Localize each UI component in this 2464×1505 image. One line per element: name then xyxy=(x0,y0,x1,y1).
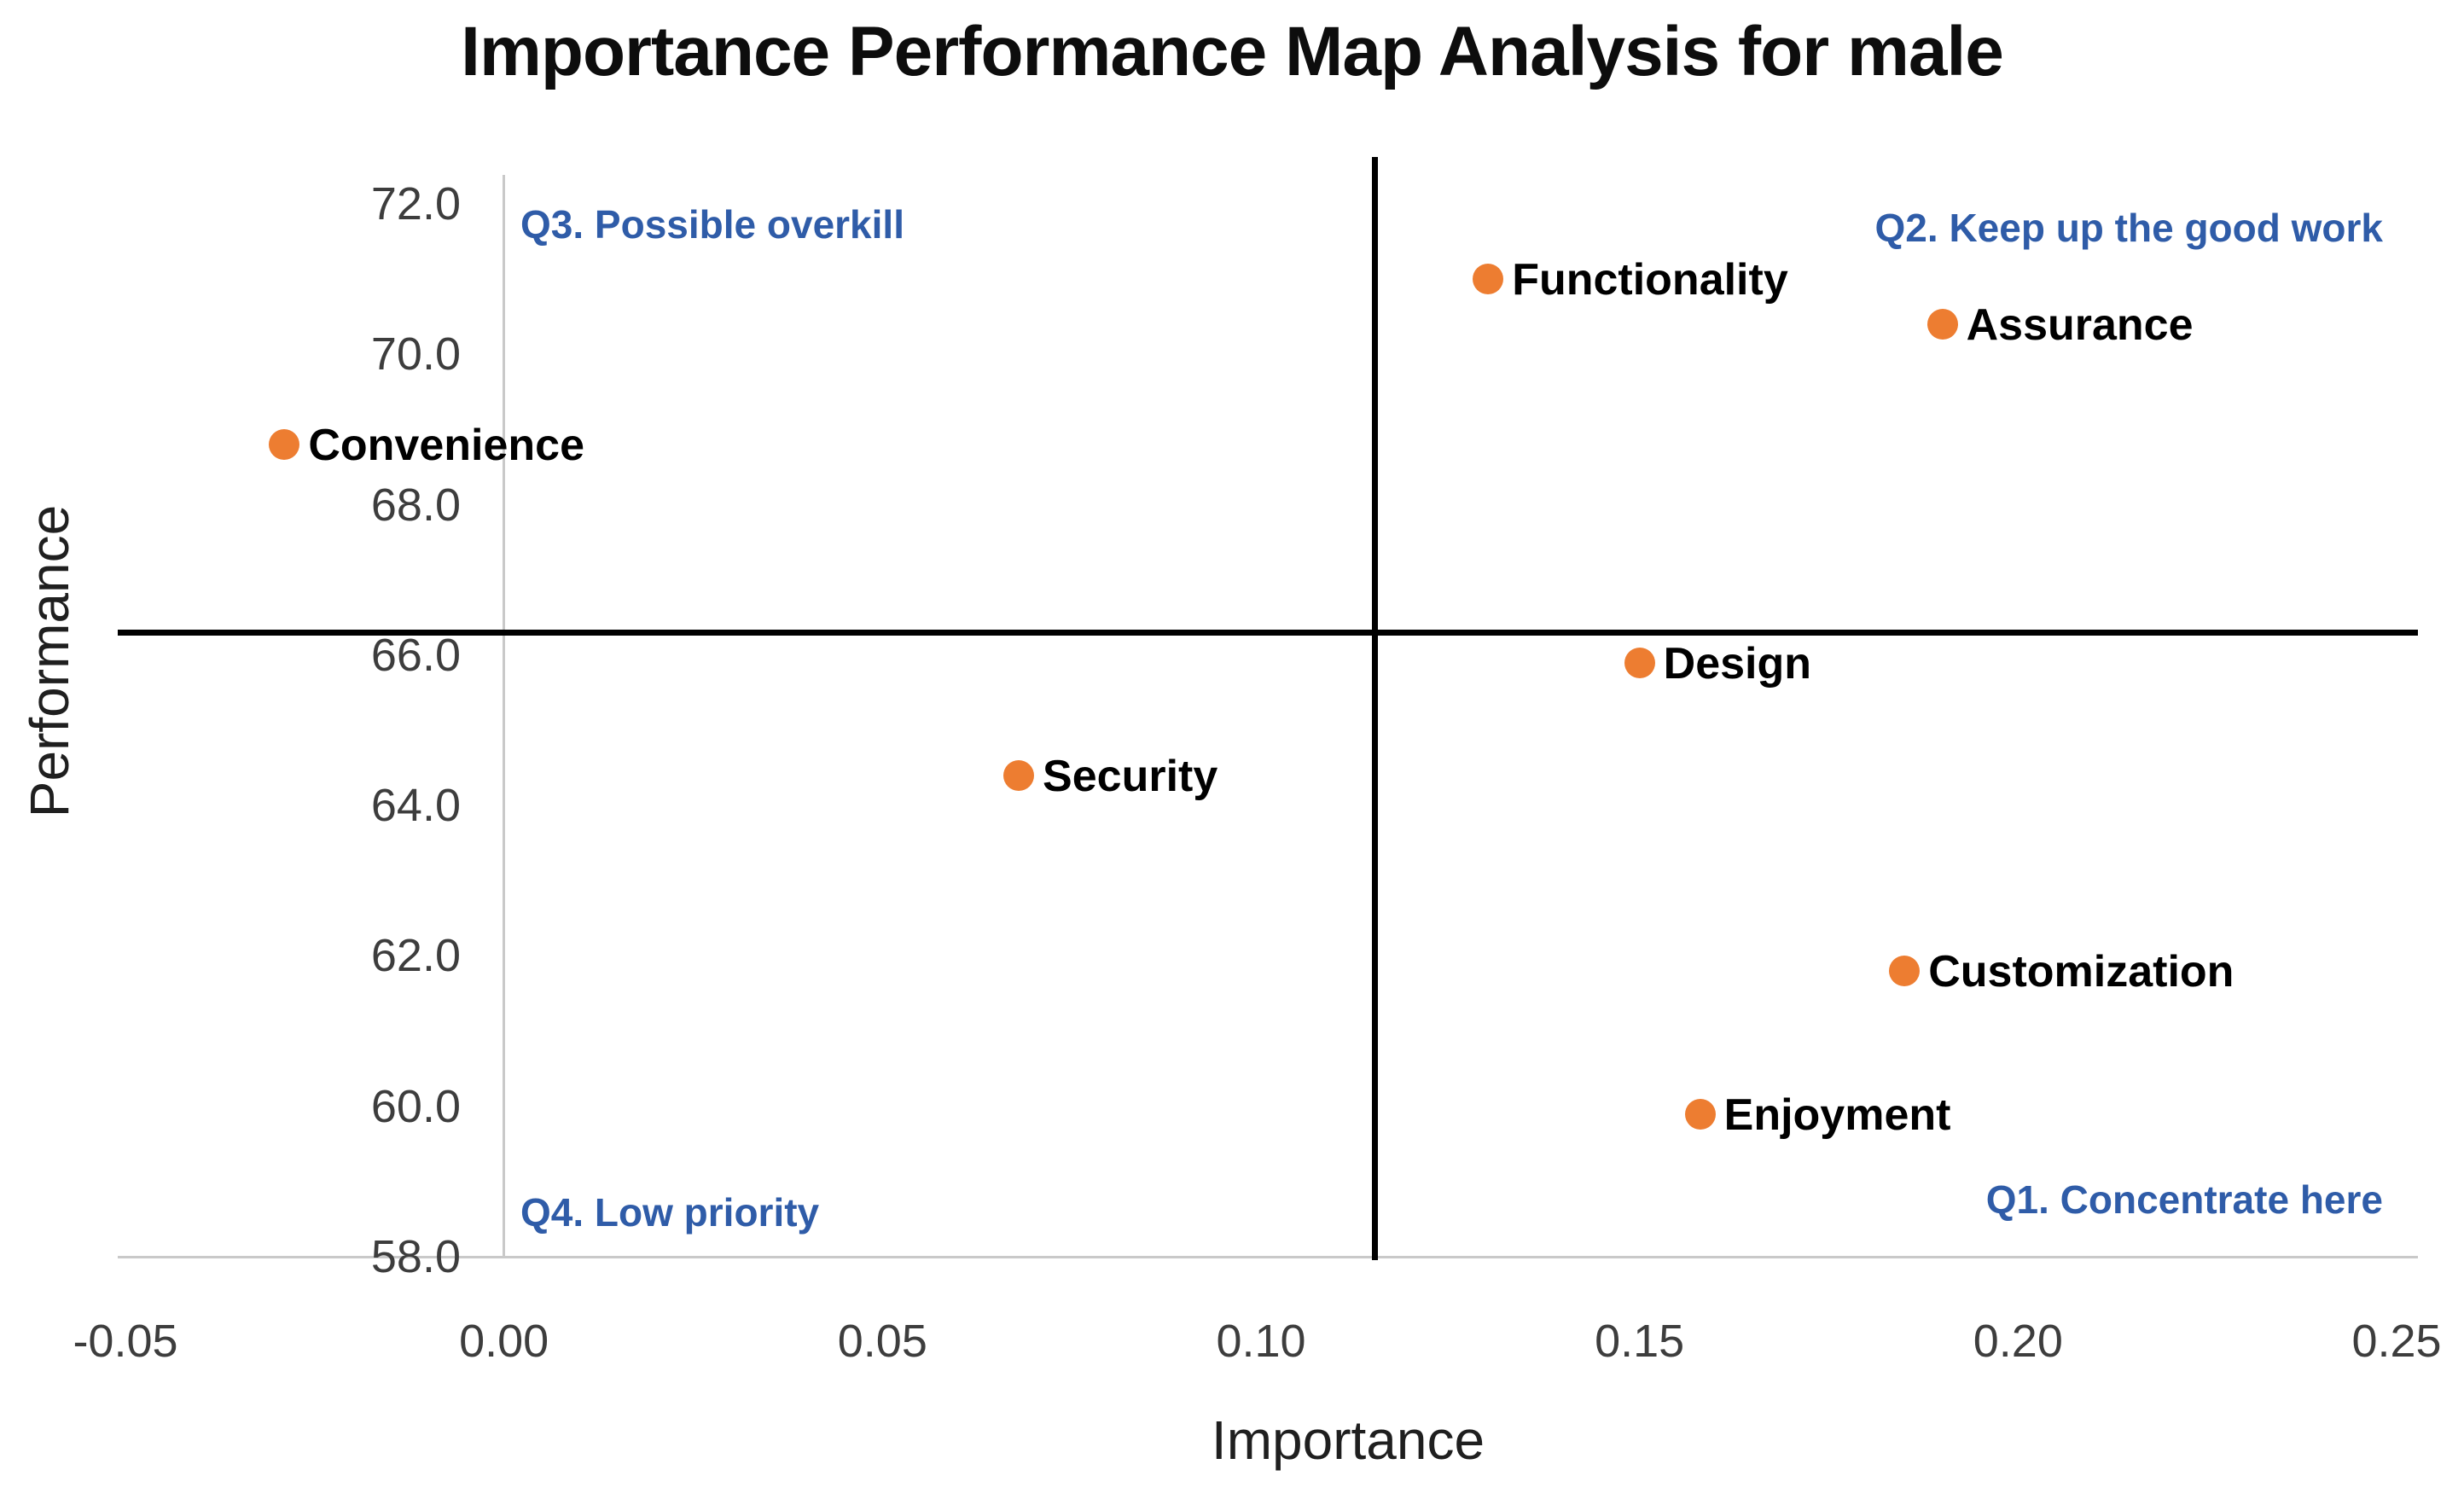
quadrant-label-q2: Q2. Keep up the good work xyxy=(1874,206,2383,250)
x-tick-label: 0.25 xyxy=(2351,1316,2442,1367)
y-axis-title: Performance xyxy=(19,504,80,818)
y-tick-label: 58.0 xyxy=(370,1231,461,1282)
x-tick-label: 0.15 xyxy=(1595,1316,1685,1367)
data-point-label-security: Security xyxy=(1043,751,1218,801)
mean-importance-line xyxy=(1371,157,1378,1260)
data-point-convenience xyxy=(269,429,300,461)
y-tick-label: 62.0 xyxy=(370,930,461,982)
data-point-enjoyment xyxy=(1684,1098,1716,1130)
data-point-label-assurance: Assurance xyxy=(1966,300,2194,351)
x-tick-label: -0.05 xyxy=(73,1316,178,1367)
x-axis-title: Importance xyxy=(1211,1409,1485,1471)
y-tick-label: 70.0 xyxy=(370,328,461,381)
mean-performance-line xyxy=(118,629,2418,636)
data-point-assurance xyxy=(1926,309,1958,340)
chart-title: Importance Performance Map Analysis for … xyxy=(461,13,2004,90)
data-point-functionality xyxy=(1473,264,1504,295)
quadrant-label-q1: Q1. Concentrate here xyxy=(1985,1177,2383,1222)
data-point-label-enjoyment: Enjoyment xyxy=(1723,1090,1951,1140)
x-tick-label: 0.20 xyxy=(1973,1316,2063,1367)
data-point-security xyxy=(1003,759,1035,791)
quadrant-label-q4: Q4. Low priority xyxy=(520,1190,820,1235)
data-point-label-design: Design xyxy=(1663,638,1812,689)
x-tick-label: 0.05 xyxy=(837,1316,927,1367)
y-tick-label: 68.0 xyxy=(370,479,461,531)
data-point-label-convenience: Convenience xyxy=(308,421,584,471)
y-tick-label: 66.0 xyxy=(370,629,461,681)
x-tick-label: 0.00 xyxy=(459,1316,549,1367)
y-tick-label: 64.0 xyxy=(370,780,461,832)
quadrant-label-q3: Q3. Possible overkill xyxy=(520,202,904,247)
data-point-label-customization: Customization xyxy=(1928,947,2234,997)
x-tick-label: 0.10 xyxy=(1216,1316,1306,1367)
x-axis-line xyxy=(118,1255,2418,1258)
y-axis-line xyxy=(503,175,506,1257)
data-point-design xyxy=(1624,647,1655,678)
data-point-customization xyxy=(1889,956,1921,987)
y-tick-label: 72.0 xyxy=(370,178,461,230)
data-point-label-functionality: Functionality xyxy=(1512,255,1788,305)
y-tick-label: 60.0 xyxy=(370,1080,461,1132)
